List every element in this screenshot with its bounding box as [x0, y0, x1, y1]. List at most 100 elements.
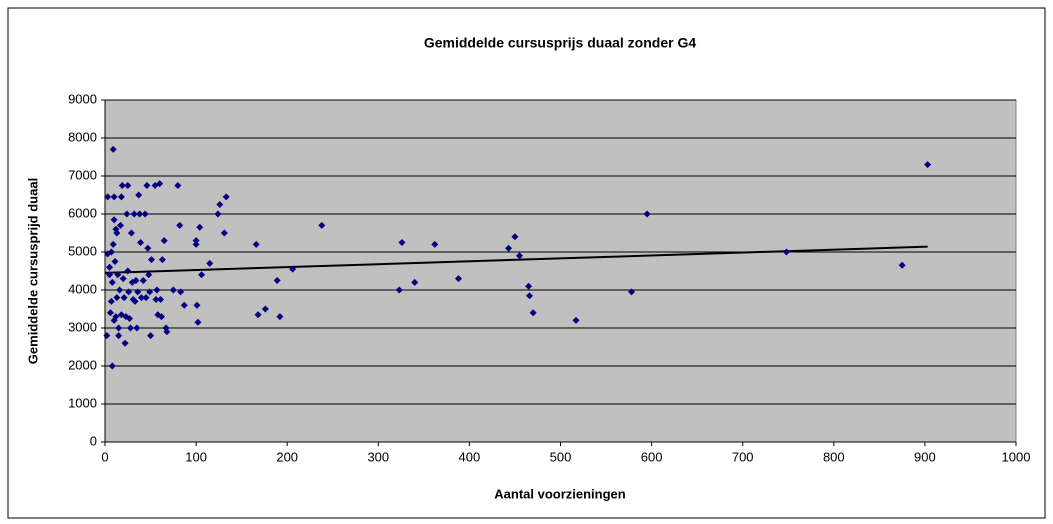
data-point [157, 313, 165, 321]
data-point [112, 313, 120, 321]
data-point [192, 237, 200, 245]
data-point [156, 180, 164, 188]
y-tick-label: 7000 [68, 167, 97, 182]
x-tick-label: 100 [185, 449, 207, 464]
data-point [113, 294, 121, 302]
data-point [192, 240, 200, 248]
data-point [898, 261, 906, 269]
data-point [163, 328, 171, 336]
data-point [118, 182, 126, 189]
x-tick-label: 200 [276, 449, 298, 464]
data-point [121, 339, 129, 347]
data-point [132, 277, 140, 284]
x-tick-label: 1000 [1002, 449, 1031, 464]
data-point [196, 223, 204, 231]
y-axis-title: Gemiddelde cursusprijd duaal [25, 178, 40, 364]
data-point [110, 193, 118, 201]
data-point [628, 288, 636, 296]
data-point [113, 229, 121, 237]
data-point [174, 182, 182, 189]
data-point [110, 216, 118, 224]
data-point [318, 221, 326, 229]
x-tick-label: 400 [459, 449, 481, 464]
data-point [108, 362, 116, 370]
data-point [511, 233, 519, 241]
data-point [529, 309, 537, 317]
y-tick-label: 5000 [68, 243, 97, 258]
x-tick-label: 500 [550, 449, 572, 464]
data-point [111, 258, 119, 265]
data-point [115, 324, 123, 332]
data-point [136, 210, 144, 218]
y-tick-label: 0 [90, 433, 97, 448]
data-point [141, 210, 149, 218]
data-point [505, 244, 513, 252]
data-point [137, 294, 145, 302]
x-tick-label: 900 [914, 449, 936, 464]
data-point [108, 278, 116, 286]
data-point [125, 288, 133, 296]
y-tick-label: 9000 [68, 91, 97, 106]
data-point [169, 286, 177, 294]
data-point [124, 267, 132, 275]
x-tick-label: 300 [367, 449, 389, 464]
chart-title: Gemiddelde cursusprijs duaal zonder G4 [424, 35, 697, 51]
data-point [254, 311, 262, 319]
data-point [124, 182, 132, 189]
data-point [924, 161, 932, 169]
data-point [126, 315, 134, 322]
data-point [152, 296, 160, 303]
data-point [782, 248, 790, 256]
x-axis-title: Aantal voorzieningen [494, 486, 626, 501]
data-point [106, 271, 114, 279]
x-tick-label: 0 [101, 449, 108, 464]
data-point [193, 301, 201, 309]
data-point [194, 318, 202, 326]
data-point [107, 248, 115, 256]
data-point [214, 210, 222, 218]
y-tick-label: 3000 [68, 319, 97, 334]
data-point [127, 324, 135, 332]
data-point [276, 313, 284, 321]
data-point [114, 271, 122, 279]
data-point [106, 263, 114, 271]
data-point [147, 256, 155, 264]
data-point [261, 305, 269, 313]
data-point [176, 221, 184, 229]
data-point [117, 193, 125, 201]
data-point [158, 256, 166, 264]
data-point [147, 332, 155, 340]
data-point [206, 259, 214, 267]
data-point [116, 286, 124, 294]
data-point [273, 277, 281, 284]
y-tick-label: 2000 [68, 357, 97, 372]
data-point [123, 210, 131, 218]
data-point [109, 240, 117, 248]
data-point [133, 324, 141, 332]
data-point [526, 292, 534, 300]
data-point [145, 271, 153, 279]
data-point [142, 294, 150, 302]
data-point [143, 182, 151, 189]
x-tick-label: 700 [732, 449, 754, 464]
data-point [139, 277, 147, 284]
data-point [103, 332, 111, 340]
data-point [106, 309, 114, 317]
data-point [137, 239, 145, 246]
data-point [119, 275, 127, 283]
data-point [153, 286, 161, 294]
data-point [134, 288, 142, 296]
data-point [216, 201, 224, 208]
data-point [525, 282, 533, 290]
data-point [220, 229, 228, 237]
data-point [157, 296, 165, 303]
data-point [431, 240, 439, 248]
data-point [395, 286, 403, 294]
y-tick-label: 1000 [68, 395, 97, 410]
data-point [411, 278, 419, 286]
data-point [572, 316, 580, 324]
x-tick-label: 600 [641, 449, 663, 464]
data-point [252, 240, 260, 248]
y-tick-label: 8000 [68, 129, 97, 144]
data-point [398, 239, 406, 246]
